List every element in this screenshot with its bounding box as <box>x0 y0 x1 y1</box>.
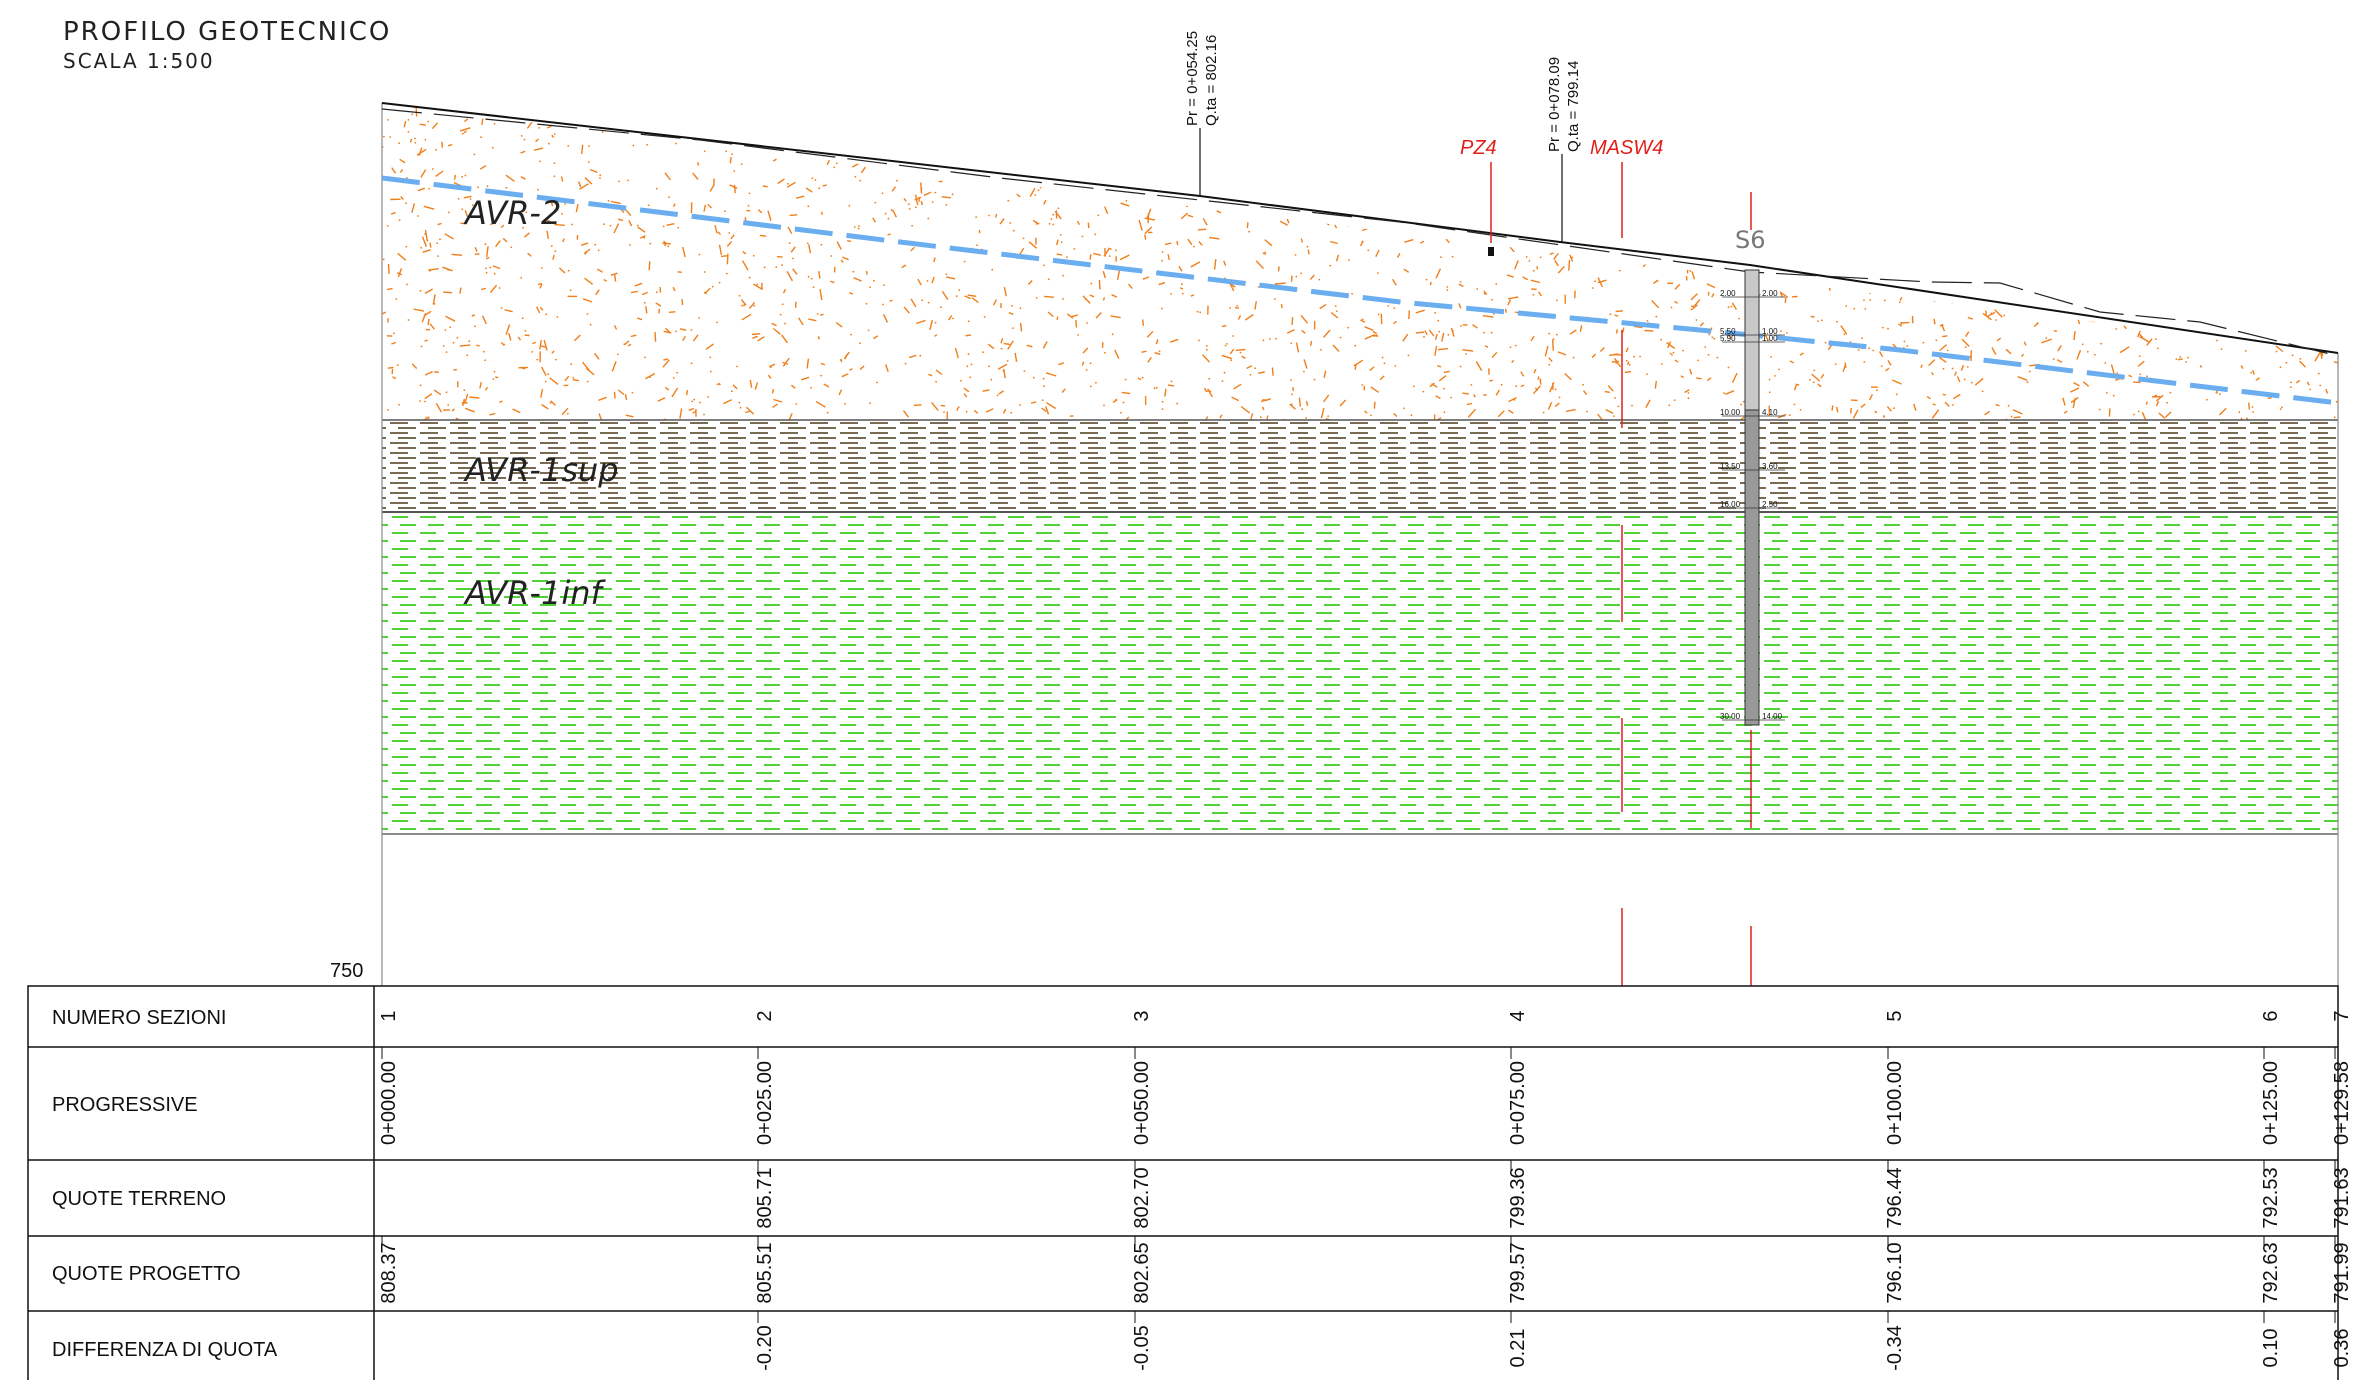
row-label-progressive: PROGRESSIVE <box>52 1094 198 1116</box>
design-elevation-value: 802.65 <box>1131 1242 1153 1303</box>
design-elevation-value: 808.37 <box>378 1242 400 1303</box>
section-number: 3 <box>1131 1010 1153 1021</box>
borehole-depth-label: 13.50 <box>1720 462 1741 471</box>
row-label-differenza-quota: DIFFERENZA DI QUOTA <box>52 1339 278 1361</box>
borehole-depth-label: 16.00 <box>1720 500 1741 509</box>
point-2-progressive: Pr = 0+078.09 <box>1546 57 1563 152</box>
point-annotation-2: Pr = 0+078.09 Q.ta = 799.14 <box>1546 57 1582 242</box>
masw4-survey: MASW4 <box>1590 137 1663 986</box>
elevation-difference-value: 0.21 <box>1507 1329 1529 1368</box>
ground-elevation-value: 799.36 <box>1507 1167 1529 1228</box>
borehole-thickness-label: 2.50 <box>1762 500 1778 509</box>
ground-surface-line <box>381 102 2339 354</box>
point-1-progressive: Pr = 0+054.25 <box>1184 31 1201 126</box>
borehole-thickness-label: 1.00 <box>1762 334 1778 343</box>
elevation-difference-value: -0.20 <box>754 1325 776 1371</box>
section-number: 5 <box>1884 1010 1906 1021</box>
progressive-value: 0+075.00 <box>1507 1061 1529 1145</box>
section-number: 4 <box>1507 1010 1529 1021</box>
design-elevation-value: 799.57 <box>1507 1242 1529 1303</box>
pz4-label: PZ4 <box>1460 137 1497 159</box>
ground-elevation-value: 805.71 <box>754 1167 776 1228</box>
section-number: 2 <box>754 1010 776 1021</box>
progressive-value: 0+000.00 <box>378 1061 400 1145</box>
masw4-label: MASW4 <box>1590 137 1663 159</box>
piezometer-pz4: PZ4 <box>1460 137 1497 256</box>
layer-avr2 <box>382 103 2338 420</box>
design-profile-line <box>381 108 2339 357</box>
borehole-thickness-label: 2.00 <box>1762 289 1778 298</box>
borehole-s6: S6 2.00 2.00 5.50 1.00 5.90 1.00 10.00 4.10 13.5… <box>1720 192 1785 986</box>
design-elevation-value: 791.99 <box>2331 1242 2353 1303</box>
drawing-title: PROFILO GEOTECNICO <box>63 17 391 47</box>
ground-elevation-value: 792.53 <box>2260 1167 2282 1228</box>
progressive-value: 0+025.00 <box>754 1061 776 1145</box>
progressive-value: 0+100.00 <box>1884 1061 1906 1145</box>
borehole-depth-label: 30.00 <box>1720 712 1741 721</box>
data-table: NUMERO SEZIONI PROGRESSIVE QUOTE TERRENO… <box>27 985 2353 1380</box>
section-number: 6 <box>2260 1010 2282 1021</box>
progressive-value: 0+129.58 <box>2331 1061 2353 1145</box>
progressive-value: 0+125.00 <box>2260 1061 2282 1145</box>
row-label-quote-progetto: QUOTE PROGETTO <box>52 1263 241 1285</box>
borehole-thickness-label: 3.60 <box>1762 462 1778 471</box>
borehole-s6-label: S6 <box>1735 226 1766 254</box>
layer-avr1inf <box>382 512 2338 835</box>
ground-elevation-value: 802.70 <box>1131 1167 1153 1228</box>
borehole-depth-label: 10.00 <box>1720 408 1741 417</box>
layer-label-avr1inf: AVR-1inf <box>463 574 607 612</box>
elevation-difference-value: -0.34 <box>1884 1325 1906 1371</box>
groundwater-level-line <box>381 175 2339 406</box>
section-number: 1 <box>378 1010 400 1021</box>
layer-label-avr2: AVR-2 <box>463 194 561 232</box>
point-annotation-1: Pr = 0+054.25 Q.ta = 802.16 <box>1184 31 1220 196</box>
section-number: 7 <box>2331 1010 2353 1021</box>
borehole-thickness-label: 14.00 <box>1762 712 1783 721</box>
row-label-quote-terreno: QUOTE TERRENO <box>52 1188 226 1210</box>
borehole-thickness-label: 1.00 <box>1762 327 1778 336</box>
elevation-difference-value: -0.05 <box>1131 1325 1153 1371</box>
reference-elevation: 750 <box>330 960 363 982</box>
borehole-depth-label: 5.50 <box>1720 327 1736 336</box>
borehole-thickness-label: 4.10 <box>1762 408 1778 417</box>
design-elevation-value: 796.10 <box>1884 1242 1906 1303</box>
ground-elevation-value: 791.63 <box>2331 1167 2353 1228</box>
drawing-scale: SCALA 1:500 <box>63 49 215 73</box>
point-1-elevation: Q.ta = 802.16 <box>1203 35 1220 126</box>
layer-avr1sup <box>382 419 2338 513</box>
elevation-difference-value: 0.36 <box>2331 1329 2353 1368</box>
borehole-depth-label: 5.90 <box>1720 334 1736 343</box>
progressive-value: 0+050.00 <box>1131 1061 1153 1145</box>
design-elevation-value: 805.51 <box>754 1242 776 1303</box>
layer-label-avr1sup: AVR-1sup <box>463 451 619 489</box>
borehole-depth-label: 2.00 <box>1720 289 1736 298</box>
elevation-difference-value: 0.10 <box>2260 1329 2282 1368</box>
ground-elevation-value: 796.44 <box>1884 1167 1906 1228</box>
design-elevation-value: 792.63 <box>2260 1242 2282 1303</box>
row-label-numero-sezioni: NUMERO SEZIONI <box>52 1007 226 1029</box>
point-2-elevation: Q.ta = 799.14 <box>1565 61 1582 152</box>
